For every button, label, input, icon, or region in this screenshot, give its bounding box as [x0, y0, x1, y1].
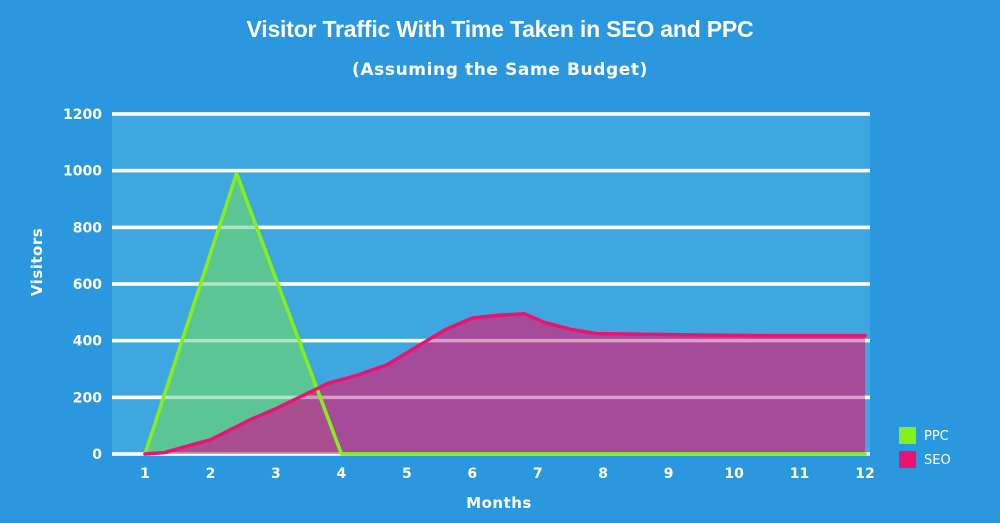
- y-axis-label: Visitors: [28, 228, 46, 296]
- y-tick-label-800: 800: [73, 220, 102, 236]
- legend-swatch-ppc: [899, 427, 916, 444]
- x-tick-label-4: 4: [336, 466, 346, 482]
- x-tick-label-7: 7: [533, 466, 543, 482]
- x-axis-ticks: 1 2 3 4 5 6 7 8 9 10 11 12: [140, 466, 875, 482]
- y-tick-label-400: 400: [73, 334, 102, 350]
- y-tick-label-600: 600: [73, 277, 102, 293]
- line-ppc: [143, 171, 867, 456]
- line-seo: [143, 312, 867, 456]
- area-seo: [145, 313, 865, 454]
- y-tick-label-200: 200: [73, 390, 102, 406]
- x-tick-label-10: 10: [724, 466, 744, 482]
- x-axis-label: Months: [466, 494, 532, 512]
- legend-swatch-seo: [899, 451, 916, 468]
- x-tick-label-9: 9: [664, 466, 674, 482]
- y-tick-label-1200: 1200: [63, 107, 102, 123]
- chart-title: Visitor Traffic With Time Taken in SEO a…: [246, 16, 754, 42]
- x-tick-label-6: 6: [467, 466, 477, 482]
- legend-label-ppc: PPC: [924, 429, 949, 444]
- series-lines: [143, 171, 867, 456]
- y-axis-ticks: 0 200 400 600 800 1000 1200: [63, 107, 102, 463]
- x-tick-label-12: 12: [855, 466, 874, 482]
- x-tick-label-5: 5: [402, 466, 412, 482]
- legend: PPC SEO: [899, 427, 951, 468]
- y-tick-label-1000: 1000: [63, 164, 102, 180]
- legend-label-seo: SEO: [924, 453, 951, 468]
- x-tick-label-11: 11: [790, 466, 809, 482]
- x-tick-label-3: 3: [271, 466, 281, 482]
- y-tick-label-0: 0: [92, 447, 102, 463]
- chart-subtitle: (Assuming the Same Budget): [352, 60, 648, 80]
- x-tick-label-2: 2: [206, 466, 216, 482]
- x-tick-label-1: 1: [140, 466, 150, 482]
- x-tick-label-8: 8: [598, 466, 608, 482]
